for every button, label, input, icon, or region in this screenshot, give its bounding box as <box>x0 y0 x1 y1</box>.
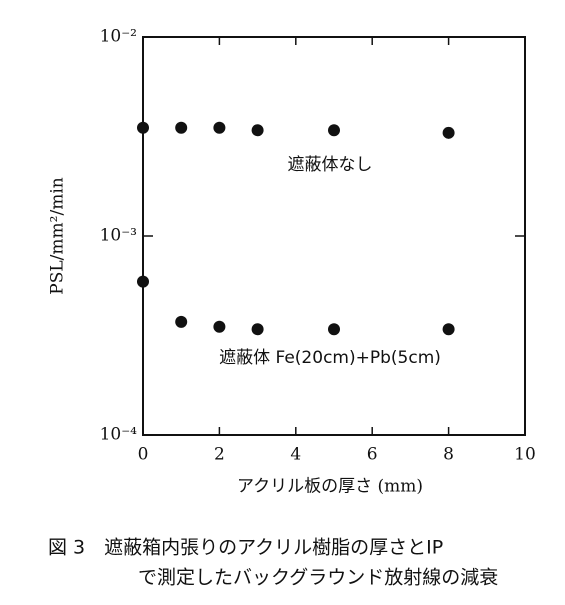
x-tick-label: 4 <box>290 445 301 465</box>
x-tick-label: 8 <box>443 445 454 465</box>
x-tick-label: 0 <box>138 445 149 465</box>
point <box>442 126 455 139</box>
point <box>328 323 340 336</box>
point <box>251 323 264 336</box>
y-tick-label: 10⁻³ <box>100 226 137 246</box>
point <box>175 315 188 328</box>
x-tick-label: 2 <box>214 445 225 465</box>
series-label: 遮蔽体 Fe(20cm)+Pb(5cm) <box>219 348 441 368</box>
point <box>213 121 226 134</box>
x-tick-label: 6 <box>367 445 378 465</box>
point <box>175 121 188 134</box>
point <box>442 323 455 336</box>
x-axis-label: アクリル板の厚さ (mm) <box>237 477 423 497</box>
caption: 図 3 遮蔽箱内張りのアクリル樹脂の厚さとIP <box>48 537 443 559</box>
y-axis-label: PSL/mm²/min <box>48 177 68 294</box>
point <box>137 275 149 288</box>
x-tick-label: 10 <box>514 445 536 465</box>
y-tick-label: 10⁻² <box>100 27 137 47</box>
caption: で測定したバックグラウンド放射線の減衰 <box>138 567 498 589</box>
point <box>328 124 340 137</box>
point <box>213 320 226 333</box>
series-label: 遮蔽体なし <box>288 155 373 175</box>
point <box>251 124 264 137</box>
y-tick-label: 10⁻⁴ <box>100 425 138 445</box>
point <box>137 121 149 134</box>
plot-frame <box>142 36 526 436</box>
